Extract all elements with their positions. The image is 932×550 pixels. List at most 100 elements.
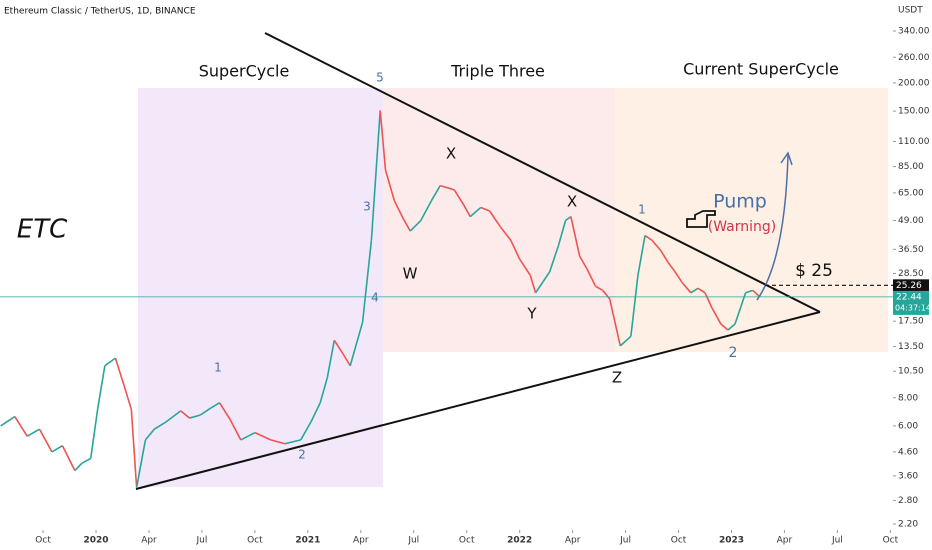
price-segment [510, 240, 521, 260]
price-segment [480, 206, 490, 212]
target-label: $ 25 [795, 261, 833, 281]
x-tick-label: 2020 [83, 536, 108, 546]
currency: USDT [898, 6, 923, 16]
price-segment [319, 377, 329, 404]
price-segment [608, 298, 622, 347]
price-segment [144, 428, 155, 441]
price-segment [180, 410, 191, 419]
price-segment [548, 245, 560, 273]
price-segment [734, 292, 747, 325]
x-tick-label: Oct [247, 536, 263, 546]
price-axis [893, 0, 932, 550]
x-tick-label: Apr [353, 536, 369, 546]
price-segment [14, 416, 28, 437]
x-tick-label: Oct [35, 536, 51, 546]
price-segment [393, 200, 404, 219]
arrow-head [780, 151, 793, 166]
y-tick-label: 110.00 [898, 137, 930, 147]
price-segment [370, 110, 382, 241]
price-segment [565, 215, 572, 222]
countdown-label: 04:37:14 [895, 303, 931, 312]
price-segment [349, 322, 364, 366]
price-segment [284, 439, 301, 445]
wave-label: 2 [729, 345, 738, 361]
price-segment [270, 439, 286, 445]
y-tick-label: 2.20 [898, 520, 918, 530]
price-segment [557, 220, 567, 246]
price-segment [711, 307, 722, 325]
y-tick-label: 36.50 [898, 245, 924, 255]
x-tick-label: Apr [141, 536, 157, 546]
y-tick-label: 85.00 [898, 162, 924, 172]
pump-arrow [756, 154, 789, 301]
x-tick-label: 2021 [295, 536, 320, 546]
x-tick-label: Oct [883, 536, 899, 546]
price-segment [541, 271, 551, 283]
wave-label: Z [612, 369, 622, 387]
price-segment [578, 255, 588, 269]
triple-three-region [383, 88, 615, 352]
price-segment [690, 287, 699, 294]
price-segment [81, 457, 92, 464]
price-segment [379, 110, 387, 171]
lower-trendline [135, 311, 821, 490]
price-segment [164, 410, 182, 424]
price-segment [61, 445, 76, 471]
price-segment [326, 340, 336, 379]
price-segment [440, 184, 455, 191]
price-segment [518, 258, 531, 276]
price-segment [420, 200, 433, 221]
price-segment [462, 203, 471, 217]
x-tick-label: Jul [831, 536, 843, 546]
warning-label: (Warning) [708, 219, 776, 235]
wave-label: 2 [298, 448, 306, 462]
price-segment [130, 409, 138, 488]
price-segment [720, 323, 729, 331]
price-segment [430, 185, 441, 202]
price-segment [229, 419, 242, 441]
wave-label: Y [526, 305, 537, 323]
x-tick-label: Jul [196, 536, 208, 546]
price-segment [97, 365, 106, 409]
price-segment [637, 235, 646, 276]
level-label: 25.26 [896, 281, 922, 291]
y-tick-label: 2.80 [898, 496, 918, 506]
price-segment [488, 210, 501, 228]
wave-label: 5 [376, 71, 384, 85]
y-tick-label: 4.60 [898, 447, 918, 457]
price-segment [402, 218, 411, 232]
wave-label: 1 [638, 203, 646, 217]
y-tick-label: 13.50 [898, 342, 924, 352]
price-segment [114, 357, 126, 387]
header: Ethereum Classic / TetherUS, 1D, BINANCE [4, 7, 196, 17]
price-segment [630, 275, 639, 337]
price-segment [123, 386, 133, 410]
y-tick-label: 150.00 [898, 107, 930, 117]
supercycle-region [138, 88, 383, 487]
price-segment [38, 428, 53, 453]
symbol: ETC [17, 215, 68, 245]
price-segment [619, 335, 632, 347]
price-segment [189, 414, 201, 419]
y-tick-label: 8.00 [898, 393, 918, 403]
x-tick-label: Apr [565, 536, 581, 546]
price-box [893, 290, 929, 315]
x-tick-label: 2022 [507, 536, 532, 546]
y-tick-label: 3.60 [898, 471, 918, 481]
price-segment [218, 402, 231, 421]
price-segment [89, 407, 99, 459]
price-segment [210, 402, 220, 409]
y-tick-label: 6.00 [898, 421, 918, 431]
price-segment [26, 428, 40, 437]
y-tick-label: 340.00 [898, 27, 930, 37]
wave-label: X [567, 193, 577, 211]
price-segment [752, 289, 761, 298]
price-segment [534, 282, 544, 294]
price-segment [51, 445, 63, 453]
price-segment [704, 292, 713, 309]
region-label: Triple Three [450, 62, 545, 81]
price-segment [499, 226, 512, 241]
x-tick-label: Apr [777, 536, 793, 546]
wave-label: W [403, 265, 418, 283]
price-segment [745, 289, 753, 294]
